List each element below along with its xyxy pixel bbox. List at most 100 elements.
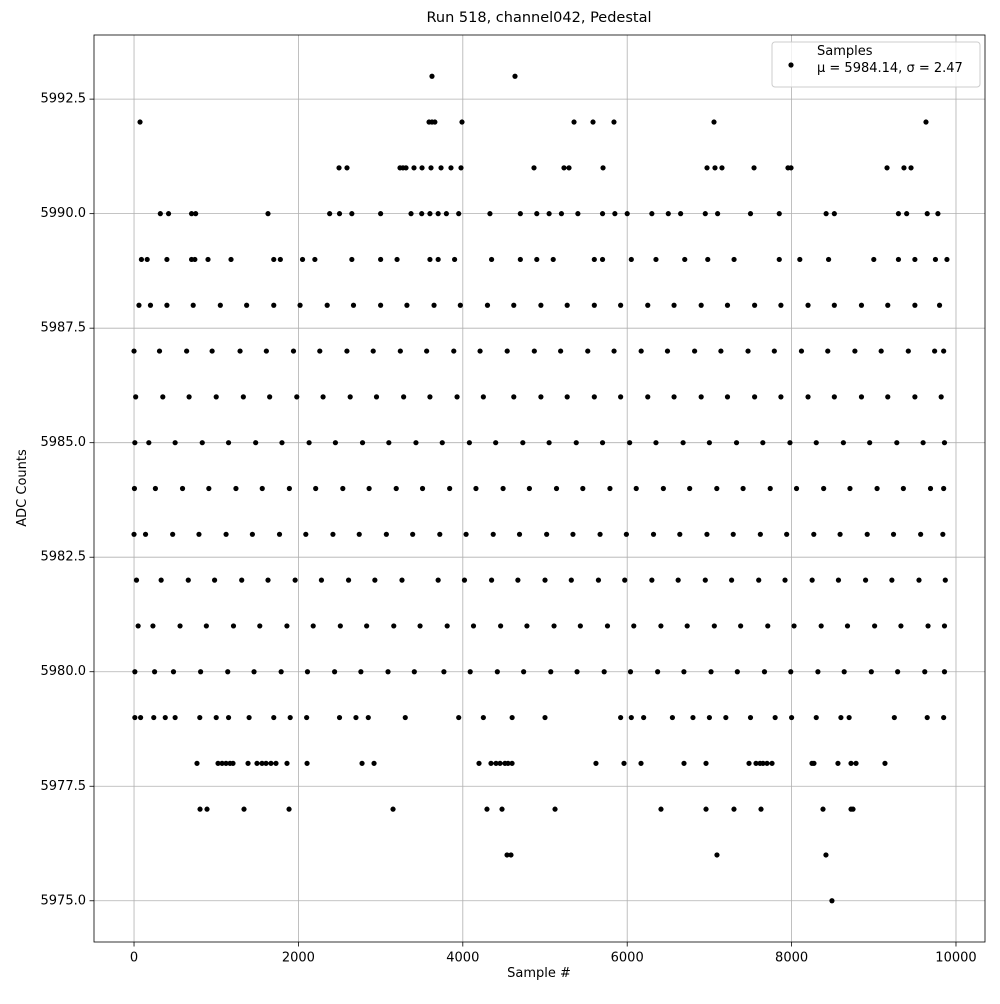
point (408, 211, 414, 217)
point (463, 531, 469, 537)
point (551, 623, 557, 629)
point (277, 256, 283, 263)
point (313, 485, 319, 492)
point (848, 760, 854, 766)
point (279, 440, 285, 446)
y-tick-label: 5985.0 (41, 435, 87, 450)
point (916, 577, 922, 583)
point (484, 806, 490, 812)
point (451, 348, 457, 354)
point (884, 165, 890, 171)
point (160, 394, 166, 400)
point (493, 440, 499, 446)
point (268, 760, 274, 766)
y-tick-label: 5987.5 (41, 321, 87, 336)
point (349, 211, 355, 217)
point (490, 531, 496, 537)
point (320, 394, 326, 400)
point (787, 440, 793, 446)
point (633, 485, 639, 492)
point (172, 714, 178, 721)
point (624, 211, 630, 217)
point (151, 669, 158, 675)
point (568, 577, 574, 583)
point (898, 623, 904, 629)
point (805, 302, 811, 308)
point (702, 577, 708, 583)
point (607, 485, 613, 492)
y-axis-label: ADC Counts (15, 449, 30, 527)
points (131, 73, 950, 904)
point (571, 119, 577, 125)
point (133, 394, 139, 400)
point (344, 165, 350, 171)
point (862, 577, 869, 583)
point (885, 394, 891, 400)
point (570, 531, 576, 537)
point (219, 760, 225, 766)
point (237, 348, 243, 354)
point (868, 669, 874, 675)
point (437, 531, 443, 537)
point (204, 806, 210, 812)
point (164, 302, 170, 308)
point (665, 211, 671, 217)
point (918, 531, 924, 537)
point (424, 348, 430, 354)
point (935, 211, 941, 217)
point (278, 669, 284, 675)
point (135, 623, 141, 629)
point (655, 669, 661, 675)
point (835, 577, 842, 583)
point (276, 531, 283, 537)
point (813, 714, 819, 721)
point (170, 531, 176, 537)
y-tick-label: 5992.5 (41, 92, 87, 107)
point (494, 669, 500, 675)
point (480, 714, 486, 721)
point (253, 440, 259, 446)
point (704, 165, 710, 171)
point (941, 669, 948, 675)
point (132, 714, 138, 721)
point (706, 440, 712, 446)
point (682, 256, 688, 263)
x-tick-label: 4000 (446, 951, 479, 966)
point (820, 806, 826, 812)
point (641, 714, 647, 721)
point (347, 394, 353, 400)
point (205, 256, 211, 263)
point (622, 577, 628, 583)
point (649, 577, 655, 583)
point (731, 256, 737, 263)
point (344, 348, 350, 354)
point (538, 394, 544, 400)
point (190, 302, 196, 308)
point (611, 348, 617, 354)
point (317, 348, 323, 354)
point (508, 852, 514, 858)
point (844, 623, 851, 629)
point (410, 531, 416, 537)
point (703, 806, 709, 812)
point (835, 760, 841, 766)
point (147, 302, 154, 308)
point (724, 394, 731, 400)
point (131, 348, 137, 354)
point (675, 577, 681, 583)
point (371, 760, 377, 766)
point (383, 531, 389, 537)
point (290, 348, 297, 354)
point (303, 531, 309, 537)
point (162, 714, 168, 721)
point (711, 623, 717, 629)
point (504, 852, 510, 858)
point (259, 485, 265, 492)
point (618, 394, 624, 400)
point (170, 669, 177, 675)
point (784, 531, 790, 537)
point (747, 211, 754, 217)
point (932, 256, 939, 263)
point (336, 714, 343, 721)
point (597, 531, 603, 537)
